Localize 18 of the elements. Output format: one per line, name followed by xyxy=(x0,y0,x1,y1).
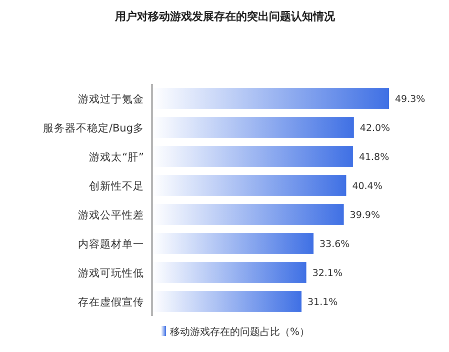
y-tick-label: 创新性不足 xyxy=(89,180,144,192)
data-label: 32.1% xyxy=(312,268,342,279)
y-tick-label: 游戏过于氪金 xyxy=(78,92,144,106)
y-tick-label: 内容题材单一 xyxy=(78,238,144,250)
data-label: 40.4% xyxy=(352,181,382,192)
chart-title: 用户对移动游戏发展存在的突出问题认知情况 xyxy=(114,10,336,23)
data-label: 41.8% xyxy=(358,152,390,163)
data-label: 31.1% xyxy=(308,297,338,308)
y-tick-label: 服务器不稳定/Bug多 xyxy=(42,122,144,134)
y-tick-label: 游戏可玩性低 xyxy=(78,266,144,280)
y-tick-label: 游戏太“肝” xyxy=(89,150,144,164)
data-label: 49.3% xyxy=(395,94,426,105)
legend-label: 移动游戏存在的问题占比（%） xyxy=(170,326,310,338)
data-label: 42.0% xyxy=(360,123,390,134)
y-tick-label: 存在虚假宣传 xyxy=(78,296,144,308)
data-label: 39.9% xyxy=(350,210,380,221)
y-tick-label: 游戏公平性差 xyxy=(78,208,144,222)
data-label: 33.6% xyxy=(320,239,350,250)
